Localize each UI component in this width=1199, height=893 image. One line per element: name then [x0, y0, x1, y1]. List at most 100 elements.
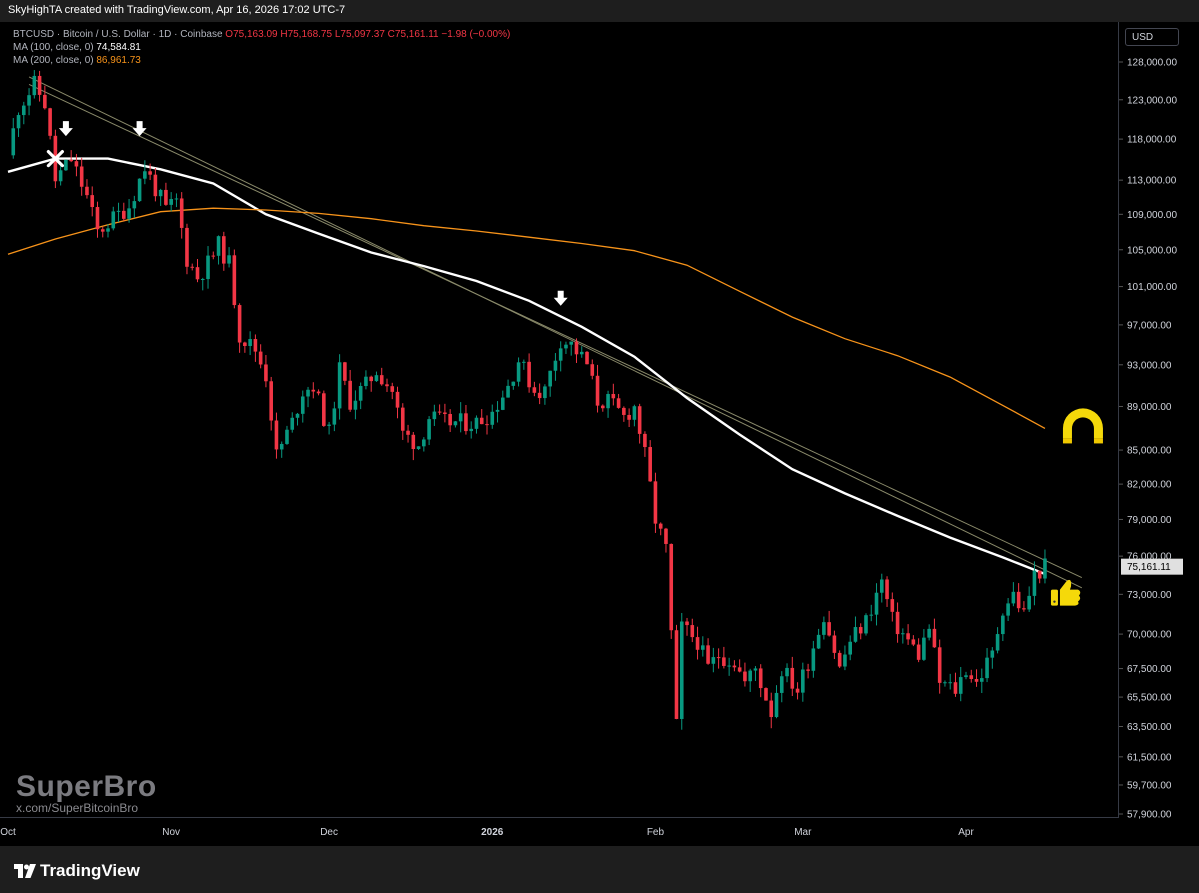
candle[interactable] [432, 404, 437, 426]
candle[interactable] [443, 403, 447, 423]
candle[interactable] [832, 630, 837, 659]
candle[interactable] [206, 246, 210, 289]
candle[interactable] [569, 341, 574, 356]
candle[interactable] [748, 668, 752, 692]
candle[interactable] [353, 390, 358, 420]
candle[interactable] [185, 223, 189, 275]
candle[interactable] [922, 629, 926, 661]
candle[interactable] [916, 638, 921, 663]
candle[interactable] [743, 662, 747, 687]
candle[interactable] [616, 393, 621, 409]
candle[interactable] [985, 648, 989, 683]
candle[interactable] [111, 206, 116, 231]
candle[interactable] [858, 623, 863, 640]
candle[interactable] [869, 604, 874, 622]
candle[interactable] [522, 359, 526, 370]
candle[interactable] [490, 404, 495, 429]
candle[interactable] [337, 354, 342, 420]
candle[interactable] [369, 375, 373, 392]
candle[interactable] [132, 195, 137, 218]
candle[interactable] [648, 440, 652, 482]
candle[interactable] [479, 409, 484, 425]
candle[interactable] [822, 616, 826, 640]
candle[interactable] [658, 522, 663, 536]
candle[interactable] [801, 662, 805, 702]
candle[interactable] [1043, 549, 1047, 584]
candle[interactable] [348, 369, 352, 412]
candle[interactable] [937, 639, 942, 694]
candle[interactable] [48, 107, 52, 140]
candle[interactable] [264, 355, 268, 388]
candle[interactable] [795, 682, 800, 700]
candle[interactable] [385, 378, 389, 392]
candle[interactable] [601, 404, 605, 412]
candle[interactable] [179, 192, 184, 239]
candle[interactable] [806, 663, 810, 679]
candle[interactable] [711, 647, 716, 673]
candle[interactable] [606, 390, 610, 418]
candle[interactable] [864, 613, 868, 636]
candle[interactable] [701, 636, 705, 657]
candle[interactable] [632, 404, 637, 427]
candle[interactable] [464, 405, 468, 435]
legend-ma100-row[interactable]: MA (100, close, 0) 74,584.81 [13, 41, 510, 54]
candle[interactable] [879, 573, 884, 603]
candle[interactable] [290, 412, 295, 433]
candle[interactable] [974, 669, 979, 687]
candle[interactable] [964, 671, 968, 680]
candle[interactable] [1037, 570, 1042, 584]
tradingview-logo[interactable]: TradingView [14, 861, 140, 881]
candle[interactable] [422, 437, 426, 452]
candle[interactable] [622, 406, 626, 422]
candle[interactable] [500, 390, 505, 411]
candle[interactable] [243, 341, 247, 353]
candle[interactable] [306, 386, 310, 408]
candle[interactable] [27, 88, 31, 116]
candle[interactable] [969, 669, 974, 683]
candle[interactable] [564, 341, 568, 354]
candle[interactable] [248, 331, 252, 356]
candle[interactable] [74, 153, 79, 177]
candle[interactable] [485, 415, 489, 435]
candle[interactable] [874, 583, 879, 626]
candle[interactable] [679, 612, 684, 730]
candle[interactable] [295, 412, 300, 426]
candle[interactable] [148, 163, 152, 181]
candle[interactable] [358, 382, 363, 410]
candle[interactable] [69, 150, 73, 163]
candle[interactable] [637, 403, 642, 444]
candle[interactable] [811, 640, 816, 678]
candle[interactable] [527, 353, 531, 393]
candle[interactable] [716, 648, 721, 669]
candle[interactable] [222, 231, 226, 271]
candle[interactable] [469, 421, 474, 439]
candle[interactable] [722, 646, 726, 669]
candle[interactable] [311, 382, 316, 399]
candle[interactable] [627, 408, 631, 428]
candle[interactable] [890, 592, 895, 622]
candle[interactable] [753, 666, 758, 681]
candle[interactable] [543, 384, 547, 405]
candle[interactable] [79, 157, 84, 196]
candle[interactable] [122, 202, 126, 221]
candle[interactable] [390, 382, 395, 400]
candle[interactable] [43, 85, 47, 110]
trendline-0[interactable] [28, 76, 1083, 589]
candle[interactable] [737, 659, 742, 673]
ma200-line[interactable] [7, 207, 1046, 429]
candle[interactable] [216, 235, 221, 265]
candle[interactable] [764, 687, 768, 701]
candle[interactable] [364, 370, 368, 390]
candle[interactable] [495, 401, 500, 423]
candle[interactable] [695, 626, 700, 660]
candle[interactable] [558, 341, 563, 372]
candle[interactable] [332, 401, 337, 432]
candle[interactable] [400, 403, 405, 440]
candle[interactable] [853, 616, 858, 643]
candle[interactable] [1027, 586, 1031, 612]
candle[interactable] [1016, 583, 1021, 613]
candle[interactable] [948, 673, 953, 690]
candle[interactable] [927, 624, 931, 641]
candle[interactable] [590, 359, 595, 380]
candle[interactable] [895, 602, 900, 643]
